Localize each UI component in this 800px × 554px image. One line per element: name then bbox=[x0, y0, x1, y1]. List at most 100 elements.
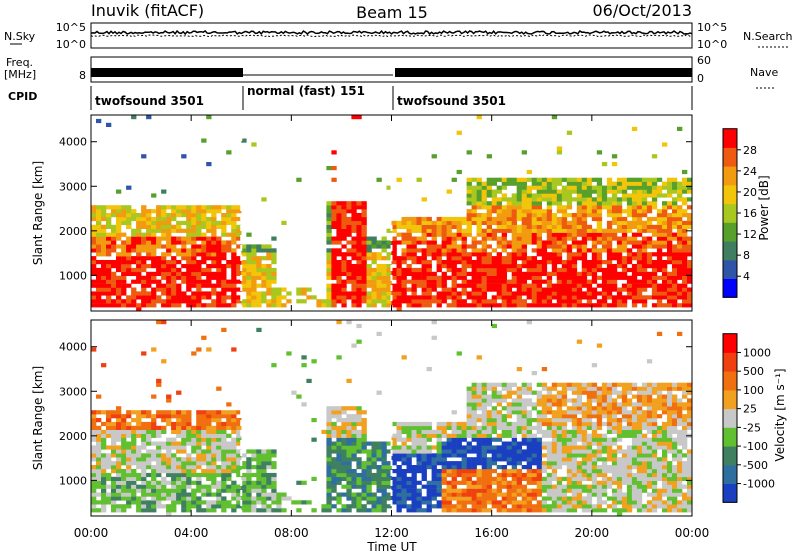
data-cell bbox=[416, 236, 422, 241]
data-cell bbox=[346, 295, 352, 300]
data-cell bbox=[361, 488, 367, 493]
data-cell bbox=[566, 453, 573, 458]
data-cell bbox=[236, 260, 242, 265]
data-cell bbox=[376, 445, 382, 450]
data-cell bbox=[166, 445, 172, 450]
data-cell bbox=[386, 264, 392, 269]
data-cell bbox=[341, 205, 347, 210]
data-cell bbox=[141, 299, 147, 304]
data-cell bbox=[531, 457, 537, 462]
data-cell bbox=[336, 232, 342, 237]
data-cell bbox=[576, 469, 583, 474]
data-cell bbox=[186, 224, 192, 229]
data-cell bbox=[121, 480, 127, 485]
data-cell bbox=[596, 256, 603, 261]
data-cell bbox=[466, 295, 472, 300]
data-cell bbox=[356, 465, 362, 470]
data-cell bbox=[216, 429, 222, 434]
data-cell bbox=[561, 449, 568, 454]
data-cell bbox=[381, 457, 387, 462]
data-cell bbox=[481, 291, 487, 296]
data-cell bbox=[186, 410, 192, 415]
data-cell bbox=[101, 472, 107, 478]
data-cell bbox=[466, 224, 472, 229]
data-cell bbox=[516, 441, 522, 446]
data-cell bbox=[596, 410, 603, 415]
data-cell bbox=[571, 504, 578, 509]
data-cell bbox=[166, 264, 172, 269]
data-cell bbox=[501, 232, 507, 237]
data-cell bbox=[381, 500, 387, 505]
data-cell bbox=[211, 453, 217, 458]
data-cell bbox=[586, 394, 593, 399]
data-cell bbox=[611, 457, 618, 462]
data-cell bbox=[436, 264, 442, 269]
data-cell bbox=[186, 484, 192, 489]
data-cell bbox=[386, 461, 392, 466]
data-cell bbox=[271, 492, 277, 497]
data-cell bbox=[601, 185, 608, 190]
data-cell bbox=[396, 421, 402, 427]
data-cell bbox=[201, 303, 207, 308]
data-cell bbox=[101, 484, 107, 489]
data-cell bbox=[136, 260, 142, 265]
data-cell bbox=[181, 240, 187, 245]
data-cell bbox=[336, 279, 342, 284]
data-cell bbox=[682, 185, 688, 190]
data-cell bbox=[181, 437, 187, 442]
data-cell bbox=[471, 248, 477, 253]
data-cell bbox=[266, 453, 272, 458]
data-cell bbox=[216, 248, 222, 253]
data-cell bbox=[231, 228, 237, 233]
data-cell bbox=[511, 264, 517, 269]
data-cell bbox=[491, 260, 497, 265]
data-cell bbox=[672, 201, 678, 206]
data-cell bbox=[421, 465, 427, 470]
data-cell bbox=[496, 213, 502, 218]
data-cell bbox=[687, 271, 693, 276]
data-cell bbox=[341, 201, 347, 206]
data-cell bbox=[211, 484, 217, 489]
data-cell bbox=[501, 382, 507, 387]
data-cell bbox=[111, 224, 117, 229]
data-cell bbox=[331, 291, 337, 296]
data-cell bbox=[576, 476, 583, 481]
data-cell bbox=[391, 433, 397, 438]
data-cell bbox=[186, 476, 192, 481]
data-cell bbox=[596, 343, 603, 348]
data-cell bbox=[91, 508, 97, 513]
data-cell bbox=[216, 488, 222, 493]
data-cell bbox=[226, 248, 232, 253]
data-cell bbox=[556, 299, 563, 304]
data-cell bbox=[176, 472, 182, 478]
data-cell bbox=[611, 216, 618, 222]
data-cell bbox=[191, 461, 197, 466]
data-cell bbox=[331, 425, 337, 430]
data-cell bbox=[211, 437, 217, 442]
data-cell bbox=[91, 299, 97, 304]
data-cell bbox=[526, 492, 532, 497]
data-cell bbox=[361, 252, 367, 257]
data-cell bbox=[556, 504, 563, 509]
data-cell bbox=[546, 291, 553, 296]
data-cell bbox=[91, 267, 97, 273]
data-cell bbox=[161, 205, 167, 210]
data-cell bbox=[526, 193, 532, 198]
data-cell bbox=[531, 216, 537, 222]
data-cell bbox=[606, 425, 613, 430]
data-cell bbox=[436, 429, 442, 434]
data-cell bbox=[551, 256, 558, 261]
data-cell bbox=[486, 205, 492, 210]
data-cell bbox=[396, 449, 402, 454]
data-cell bbox=[581, 453, 588, 458]
data-cell bbox=[251, 504, 257, 509]
data-cell bbox=[191, 283, 197, 288]
data-cell bbox=[446, 500, 452, 505]
data-cell bbox=[156, 433, 162, 438]
data-cell bbox=[431, 236, 437, 241]
data-cell bbox=[621, 193, 628, 198]
data-cell bbox=[186, 500, 192, 505]
data-cell bbox=[326, 216, 332, 222]
data-cell bbox=[576, 386, 583, 391]
data-cell bbox=[151, 236, 157, 241]
